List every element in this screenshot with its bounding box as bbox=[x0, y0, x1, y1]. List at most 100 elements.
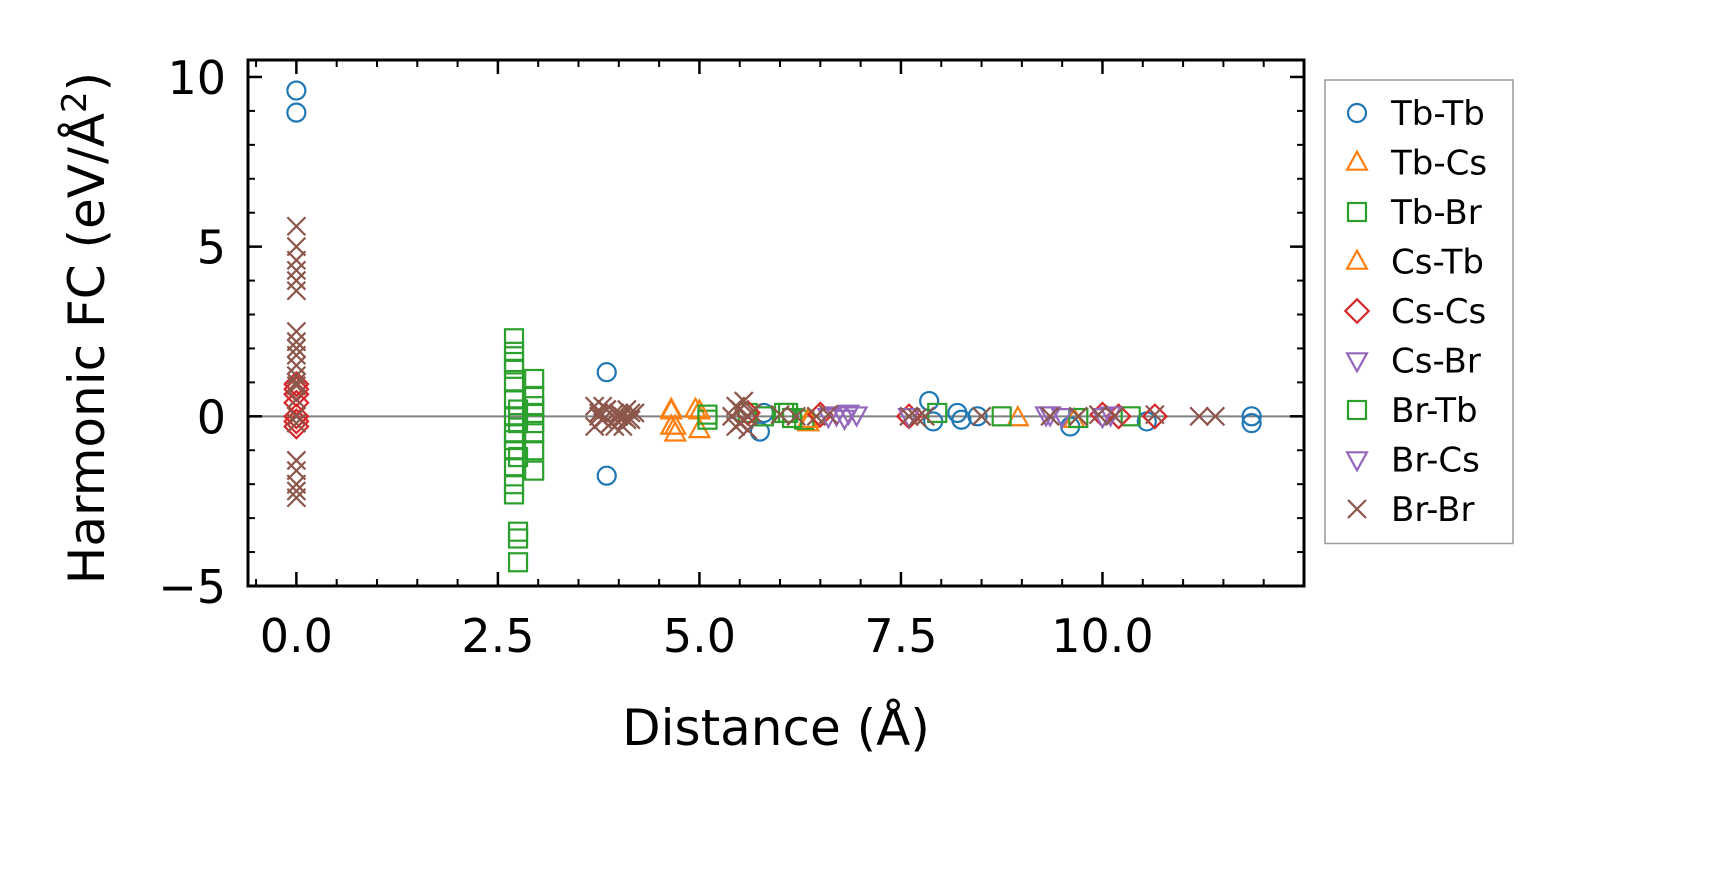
data-point-br-br bbox=[286, 460, 307, 481]
data-point-br-br bbox=[286, 280, 307, 301]
data-point-br-br bbox=[286, 365, 307, 386]
x-axis-label: Distance (Å) bbox=[622, 699, 930, 757]
data-point-tb-cs bbox=[663, 420, 687, 442]
legend-item-cs-tb: Cs-Tb bbox=[1345, 243, 1484, 283]
data-point-tb-tb bbox=[1241, 413, 1262, 434]
data-point-tb-tb bbox=[1241, 406, 1262, 427]
data-point-cs-br bbox=[1050, 408, 1074, 430]
data-point-tb-tb bbox=[951, 409, 972, 430]
data-point-br-br bbox=[286, 376, 307, 396]
data-point-br-br bbox=[907, 408, 927, 428]
y-tick-label: 5 bbox=[197, 221, 226, 275]
data-point-br-br bbox=[738, 406, 758, 427]
data-point-cs-cs bbox=[283, 370, 310, 398]
series-br-tb bbox=[503, 358, 803, 468]
legend-marker bbox=[1345, 149, 1369, 171]
legend-item-br-cs: Br-Cs bbox=[1345, 441, 1480, 481]
data-point-br-br bbox=[1189, 406, 1209, 427]
legend-item-cs-cs: Cs-Cs bbox=[1343, 292, 1486, 332]
legend-label: Tb-Br bbox=[1390, 193, 1482, 233]
legend-label: Cs-Tb bbox=[1391, 243, 1484, 283]
data-point-br-br bbox=[286, 389, 307, 410]
x-tick-label: 2.5 bbox=[461, 609, 534, 663]
data-point-br-br bbox=[1205, 406, 1226, 427]
legend-label: Br-Br bbox=[1391, 490, 1475, 530]
data-point-tb-br bbox=[507, 399, 529, 420]
legend-item-tb-tb: Tb-Tb bbox=[1346, 94, 1485, 134]
x-tick-label: 5.0 bbox=[663, 609, 736, 663]
legend-label: Cs-Cs bbox=[1391, 292, 1486, 332]
legend-label: Br-Cs bbox=[1391, 441, 1480, 481]
legend-marker bbox=[1346, 102, 1368, 124]
legend-label: Tb-Cs bbox=[1390, 144, 1487, 184]
data-point-br-br bbox=[286, 321, 307, 342]
data-point-br-br bbox=[596, 399, 617, 420]
data-point-tb-br bbox=[507, 552, 529, 573]
y-axis-label-main: Harmonic FC (eV/Å bbox=[58, 113, 116, 584]
legend-label: Br-Tb bbox=[1391, 391, 1478, 431]
data-point-tb-br bbox=[524, 440, 545, 461]
data-point-tb-tb bbox=[596, 465, 617, 486]
legend-marker bbox=[1347, 499, 1367, 519]
tick-labels: 0.0 2.5 5.0 7.5 10.0 −5 0 5 10 bbox=[158, 51, 1153, 663]
y-tick-label: 10 bbox=[167, 51, 226, 105]
y-axis-label-close: ) bbox=[58, 72, 116, 92]
data-point-tb-br bbox=[1120, 406, 1141, 427]
data-point-br-br bbox=[286, 331, 307, 352]
data-point-br-br bbox=[286, 474, 307, 494]
data-point-br-br bbox=[605, 416, 625, 437]
data-point-br-br bbox=[738, 420, 758, 440]
data-point-br-br bbox=[286, 355, 307, 376]
y-tick-label: −5 bbox=[158, 560, 226, 614]
y-tick-label: 0 bbox=[197, 390, 226, 444]
legend-item-br-br: Br-Br bbox=[1347, 490, 1475, 530]
data-point-tb-tb bbox=[967, 406, 988, 427]
data-point-br-cs bbox=[836, 404, 861, 427]
legend-label: Tb-Tb bbox=[1390, 94, 1485, 134]
data-point-cs-cs bbox=[283, 408, 310, 435]
data-point-tb-tb bbox=[286, 102, 307, 123]
legend-item-cs-br: Cs-Br bbox=[1345, 342, 1481, 382]
data-point-tb-br bbox=[507, 528, 529, 549]
data-point-br-tb bbox=[503, 358, 525, 379]
x-tick-label: 10.0 bbox=[1051, 609, 1153, 663]
data-point-br-br bbox=[286, 487, 307, 508]
data-point-cs-cs bbox=[283, 403, 310, 430]
data-point-cs-tb bbox=[659, 398, 683, 420]
data-point-br-br bbox=[286, 345, 307, 366]
data-point-tb-br bbox=[503, 474, 525, 495]
y-axis-label: Harmonic FC (eV/Å2) bbox=[55, 72, 116, 584]
data-point-br-cs bbox=[1038, 406, 1062, 428]
data-point-br-br bbox=[286, 236, 307, 257]
data-point-br-tb bbox=[524, 413, 545, 434]
data-point-br-br bbox=[286, 260, 307, 281]
data-point-br-tb bbox=[507, 446, 529, 468]
data-point-tb-br bbox=[503, 328, 525, 349]
data-point-br-br bbox=[1068, 406, 1089, 427]
data-point-br-br bbox=[971, 406, 992, 427]
x-tick-label: 7.5 bbox=[864, 609, 937, 663]
legend-marker bbox=[1345, 352, 1369, 374]
legend-marker bbox=[1345, 248, 1369, 270]
data-point-br-br bbox=[286, 481, 307, 501]
data-point-br-br bbox=[286, 372, 307, 393]
data-point-br-br bbox=[806, 406, 827, 427]
series-br-br bbox=[286, 216, 1226, 508]
data-point-tb-br bbox=[991, 406, 1012, 427]
data-point-br-br bbox=[899, 406, 919, 427]
legend-marker bbox=[1345, 451, 1369, 473]
data-point-br-br bbox=[818, 404, 839, 425]
legend-box bbox=[1324, 79, 1514, 545]
data-point-br-br bbox=[286, 216, 307, 237]
data-point-br-br bbox=[286, 270, 307, 291]
data-point-br-br bbox=[286, 338, 307, 359]
data-point-br-tb bbox=[697, 404, 718, 425]
axis-ticks bbox=[248, 60, 1304, 588]
x-tick-label: 0.0 bbox=[260, 609, 333, 663]
data-point-br-br bbox=[286, 406, 307, 427]
data-point-tb-br bbox=[1068, 407, 1089, 429]
data-point-br-br bbox=[1104, 406, 1125, 427]
data-point-tb-cs bbox=[683, 396, 708, 418]
data-point-tb-br bbox=[503, 484, 525, 505]
